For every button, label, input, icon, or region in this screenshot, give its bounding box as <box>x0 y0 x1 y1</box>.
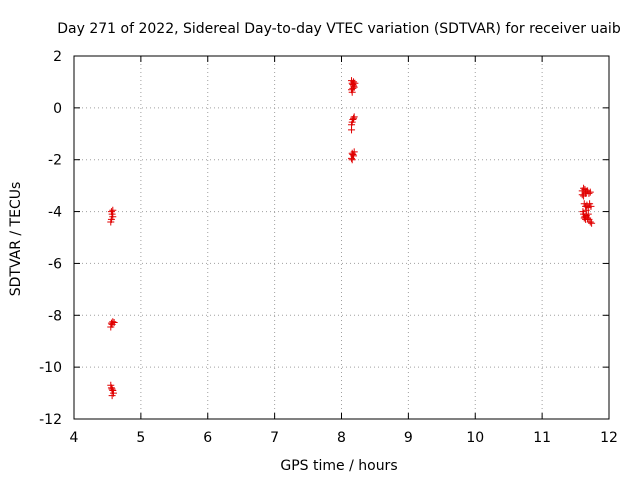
x-tick-label: 4 <box>70 430 79 446</box>
x-tick-label: 9 <box>404 430 413 446</box>
data-point <box>586 188 594 196</box>
x-axis-label: GPS time / hours <box>280 458 397 474</box>
axis-ticks <box>73 55 610 420</box>
data-point <box>108 385 116 393</box>
data-point <box>351 79 359 87</box>
data-point <box>580 184 588 192</box>
y-tick-label: 0 <box>53 101 62 117</box>
y-tick-label: -10 <box>39 360 62 376</box>
data-point <box>350 113 358 121</box>
y-tick-label: -4 <box>48 205 62 221</box>
plot-frame <box>73 55 610 420</box>
y-axis-label: SDTVAR / TECUs <box>8 182 24 297</box>
x-tick-label: 5 <box>136 430 145 446</box>
data-point <box>582 189 590 197</box>
data-point <box>584 210 592 218</box>
data-point <box>109 318 117 326</box>
data-point <box>348 88 356 96</box>
chart-title: Day 271 of 2022, Sidereal Day-to-day VTE… <box>57 21 621 37</box>
data-point <box>578 191 586 199</box>
x-tick-labels: 4 5 6 7 8 9 10 11 12 <box>70 430 618 446</box>
data-point <box>348 154 356 162</box>
y-tick-label: -2 <box>48 153 62 169</box>
data-point <box>350 78 358 86</box>
y-tick-label: -6 <box>48 256 62 272</box>
data-point <box>348 156 356 164</box>
data-point <box>348 126 356 134</box>
x-tick-label: 8 <box>337 430 346 446</box>
data-point <box>108 392 116 400</box>
x-tick-label: 10 <box>466 430 484 446</box>
data-point <box>588 219 596 227</box>
data-point <box>110 319 118 327</box>
x-tick-label: 6 <box>203 430 212 446</box>
grid-lines <box>74 56 609 419</box>
data-point <box>109 206 117 214</box>
data-point <box>350 148 358 156</box>
data-points <box>107 77 596 400</box>
y-tick-label: -12 <box>39 412 62 428</box>
data-point <box>586 218 594 226</box>
data-point <box>107 218 115 226</box>
data-point <box>587 202 595 210</box>
data-point <box>107 323 115 331</box>
data-point <box>580 214 588 222</box>
x-tick-label: 12 <box>600 430 618 446</box>
data-point <box>349 84 357 92</box>
y-tick-label: -8 <box>48 308 62 324</box>
data-point <box>582 215 590 223</box>
y-tick-label: 2 <box>53 49 62 65</box>
x-tick-label: 7 <box>270 430 279 446</box>
data-point <box>350 114 358 122</box>
x-tick-label: 11 <box>533 430 551 446</box>
y-tick-labels: 2 0 -2 -4 -6 -8 -10 -12 <box>39 49 62 428</box>
